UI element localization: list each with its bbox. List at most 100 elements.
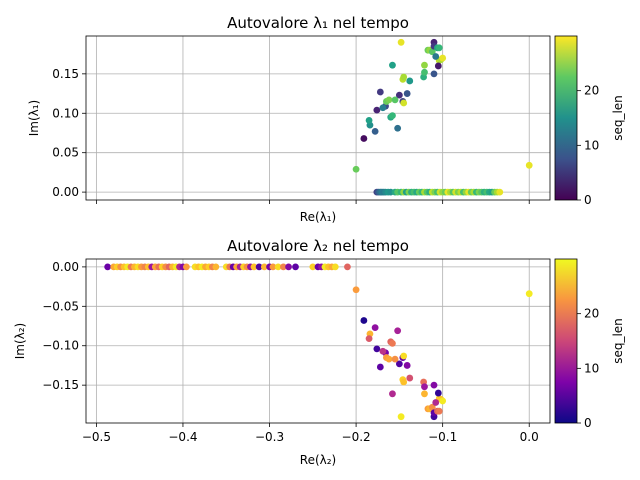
y-tick-label: 0.00 [52,260,79,274]
data-point [309,263,317,271]
data-point [439,397,447,405]
data-point [394,327,402,335]
colorbar: 0 10 20 seq_len [554,258,625,430]
chart-title: Autovalore λ₁ nel tempo [227,14,409,32]
data-point [292,263,299,271]
data-point [385,355,393,363]
x-tick-label: −0.1 [428,430,457,444]
data-point [104,263,112,271]
y-tick-label: 0.10 [52,106,79,120]
data-point [496,188,504,196]
y-tick-label: 0.15 [52,67,79,81]
chart-title: Autovalore λ₂ nel tempo [227,237,409,255]
grid-lines [86,259,550,423]
data-point [428,403,436,411]
data-point [360,135,368,142]
colorbar-tick-label: 0 [584,416,592,430]
data-point [406,374,414,382]
data-point [389,390,396,398]
data-point [250,263,258,271]
data-point [279,263,287,271]
scatter-points [352,38,533,196]
data-point [389,61,396,69]
colorbar-label: seq_len [611,95,625,141]
colorbar-ticks: 0 10 20 [577,84,599,207]
data-point [331,263,339,271]
data-point [395,360,403,368]
data-point [260,263,268,271]
data-point [525,290,533,298]
data-point [183,263,190,271]
axis-ticks: 0.00 0.05 0.10 0.15 [52,67,530,204]
data-point [360,317,368,324]
chart-panel-lambda2: Autovalore λ₂ nel tempo −0.5 −0.4 −0.3 −0.2… [13,237,625,467]
data-point [435,407,443,415]
y-axis-label: Im(λ₁) [27,100,41,137]
data-point [428,48,436,56]
data-point [255,263,263,271]
data-point [430,381,438,389]
x-axis-label: Re(λ₁) [300,210,336,224]
y-tick-label: 0.05 [52,146,79,160]
x-tick-label: −0.4 [168,430,197,444]
x-axis-label: Re(λ₂) [300,453,336,467]
data-point [269,263,277,271]
data-point [344,263,351,271]
plot-frame [85,35,551,201]
data-point [432,399,440,406]
x-tick-label: −0.5 [82,430,111,444]
data-point [435,44,443,52]
data-point [525,161,533,169]
data-point [397,413,405,421]
data-point [403,362,411,369]
data-point [400,352,408,360]
y-tick-label: −0.10 [42,339,79,353]
colorbar-tick-label: 10 [584,361,599,375]
data-point [376,363,384,371]
colorbar: 0 10 20 seq_len [554,35,625,207]
colorbar-gradient [554,35,578,201]
data-point [400,378,408,386]
chart-panel-lambda1: Autovalore λ₁ nel tempo 0.00 0.05 0.10 0.15… [27,14,625,224]
data-point [403,90,411,97]
data-point [397,38,405,46]
y-tick-label: −0.15 [42,378,79,392]
data-point [434,62,442,70]
x-tick-label: 0.0 [520,430,539,444]
data-point [389,112,396,120]
y-tick-label: −0.05 [42,299,79,313]
data-point [430,70,438,78]
data-point [434,389,442,397]
data-point [400,73,408,81]
data-point [285,263,292,271]
colorbar-tick-label: 10 [584,138,599,152]
data-point [391,96,399,104]
data-point [385,96,393,104]
x-tick-label: −0.3 [255,430,284,444]
data-point [432,53,440,60]
data-point [365,116,373,124]
scatter-points [104,263,533,421]
data-point [379,347,387,355]
data-point [395,91,403,99]
y-axis-label: Im(λ₂) [13,323,27,360]
data-point [352,165,360,173]
data-point [421,390,428,398]
grid-lines [86,36,550,200]
data-point [373,345,381,353]
data-point [371,324,379,331]
x-tick-label: −0.2 [342,430,371,444]
data-point [421,61,428,69]
data-point [373,106,381,114]
data-point [406,77,414,85]
y-tick-label: 0.00 [52,185,79,199]
data-point [352,286,360,294]
data-point [212,263,220,271]
colorbar-tick-label: 0 [584,193,592,207]
data-point [421,383,428,391]
data-point [394,124,402,132]
plot-frame [85,258,551,424]
colorbar-tick-label: 20 [584,307,599,321]
data-point [371,128,379,135]
